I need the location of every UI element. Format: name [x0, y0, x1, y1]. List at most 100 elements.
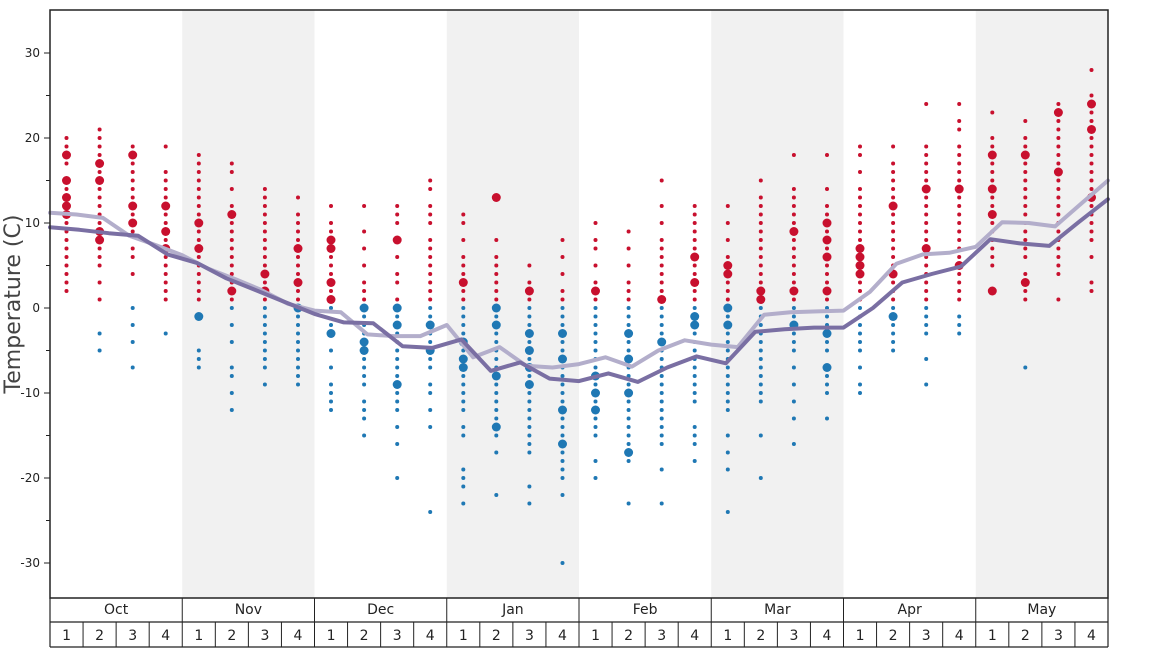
- dot-feb-w1: [593, 246, 598, 251]
- y-tick-label: -10: [20, 386, 40, 400]
- dot-oct-w2: [97, 297, 102, 302]
- dot-may-w1: [990, 195, 995, 200]
- dot-nov-w1: [196, 255, 201, 259]
- dot-apr-w1: [858, 170, 862, 174]
- dot-feb-w2: [624, 354, 634, 364]
- dot-jan-w2: [494, 280, 499, 285]
- dot-may-w2: [1023, 229, 1028, 234]
- dot-jan-w1: [461, 399, 466, 404]
- dot-dec-w3: [395, 272, 400, 276]
- dot-may-w4: [1089, 255, 1094, 259]
- dot-mar-w2: [758, 280, 763, 285]
- dot-oct-w3: [130, 161, 135, 166]
- dot-apr-w1: [858, 323, 862, 327]
- month-shade-mar: [711, 10, 844, 598]
- dot-apr-w2: [891, 195, 896, 200]
- y-tick-label: -30: [20, 556, 40, 570]
- dot-dec-w4: [428, 238, 433, 242]
- dot-nov-w2: [229, 263, 234, 268]
- week-label: 1: [62, 628, 71, 644]
- week-label: 4: [955, 628, 964, 644]
- dot-mar-w1: [725, 374, 730, 378]
- dot-dec-w4: [428, 382, 433, 387]
- dot-mar-w3: [791, 442, 796, 446]
- week-label: 3: [657, 628, 666, 644]
- dot-nov-w1: [196, 212, 201, 217]
- dot-oct-w4: [161, 227, 171, 236]
- dot-mar-w1: [725, 331, 730, 336]
- dot-may-w4: [1089, 153, 1094, 157]
- dot-nov-w1: [196, 195, 201, 200]
- dot-may-w2: [1023, 170, 1028, 174]
- dot-apr-w4: [957, 212, 962, 217]
- dot-feb-w3: [659, 272, 664, 276]
- dot-feb-w1: [593, 314, 598, 319]
- dot-jan-w3: [527, 399, 532, 404]
- dot-may-w1: [990, 178, 995, 183]
- dot-may-w2: [1023, 289, 1028, 293]
- dot-nov-w4: [296, 297, 300, 302]
- dot-feb-w4: [692, 246, 697, 251]
- dot-nov-w4: [296, 263, 300, 268]
- week-label: 4: [558, 628, 567, 644]
- dot-apr-w3: [924, 306, 929, 310]
- dot-mar-w3: [791, 297, 796, 302]
- dot-mar-w4: [822, 329, 832, 338]
- dot-feb-w1: [593, 263, 598, 268]
- dot-may-w1: [987, 210, 997, 219]
- dot-mar-w2: [758, 238, 763, 242]
- dot-jan-w1: [461, 221, 466, 225]
- dot-oct-w1: [64, 263, 69, 268]
- dot-jan-w3: [527, 374, 532, 378]
- dot-feb-w2: [626, 348, 631, 353]
- dot-feb-w1: [593, 323, 598, 327]
- dot-oct-w4: [161, 201, 171, 211]
- dot-oct-w3: [130, 255, 135, 259]
- dot-feb-w2: [626, 229, 631, 234]
- dot-nov-w4: [296, 331, 300, 336]
- dot-mar-w2: [758, 476, 763, 480]
- dot-feb-w1: [593, 306, 598, 310]
- dot-dec-w2: [359, 303, 369, 313]
- dot-oct-w1: [62, 193, 71, 202]
- dot-nov-w4: [296, 348, 300, 353]
- dot-may-w3: [1056, 153, 1061, 157]
- dot-feb-w2: [626, 433, 631, 438]
- dot-mar-w4: [825, 246, 829, 251]
- dot-feb-w1: [593, 238, 598, 242]
- dot-feb-w1: [593, 331, 598, 336]
- dot-apr-w2: [888, 201, 898, 211]
- dot-may-w3: [1056, 119, 1061, 123]
- dot-nov-w2: [227, 286, 237, 296]
- dot-oct-w3: [128, 150, 138, 160]
- dot-nov-w4: [296, 289, 300, 293]
- dot-nov-w3: [262, 195, 267, 200]
- dot-feb-w1: [593, 476, 598, 480]
- dot-mar-w3: [791, 221, 796, 225]
- dot-nov-w3: [262, 229, 267, 234]
- dot-may-w3: [1056, 212, 1061, 217]
- week-label: 3: [1054, 628, 1063, 644]
- dot-jan-w1: [461, 467, 466, 472]
- dot-jan-w1: [461, 501, 466, 506]
- dot-mar-w4: [825, 374, 829, 378]
- dot-mar-w1: [725, 280, 730, 285]
- dot-jan-w3: [527, 340, 532, 344]
- dot-mar-w3: [791, 204, 796, 208]
- dot-nov-w4: [293, 244, 303, 253]
- dot-may-w4: [1089, 136, 1094, 140]
- dot-mar-w1: [725, 391, 730, 395]
- dot-apr-w2: [891, 144, 896, 149]
- dot-mar-w3: [791, 263, 796, 268]
- dot-mar-w3: [791, 187, 796, 191]
- week-label: 4: [823, 628, 832, 644]
- dot-nov-w4: [296, 229, 300, 234]
- dot-mar-w2: [758, 433, 763, 438]
- dot-apr-w3: [924, 221, 929, 225]
- dot-nov-w3: [262, 187, 267, 191]
- dot-feb-w3: [657, 337, 667, 347]
- dot-apr-w4: [957, 127, 962, 132]
- dot-apr-w4: [957, 297, 962, 302]
- dot-may-w3: [1053, 167, 1063, 177]
- dot-nov-w4: [296, 323, 300, 327]
